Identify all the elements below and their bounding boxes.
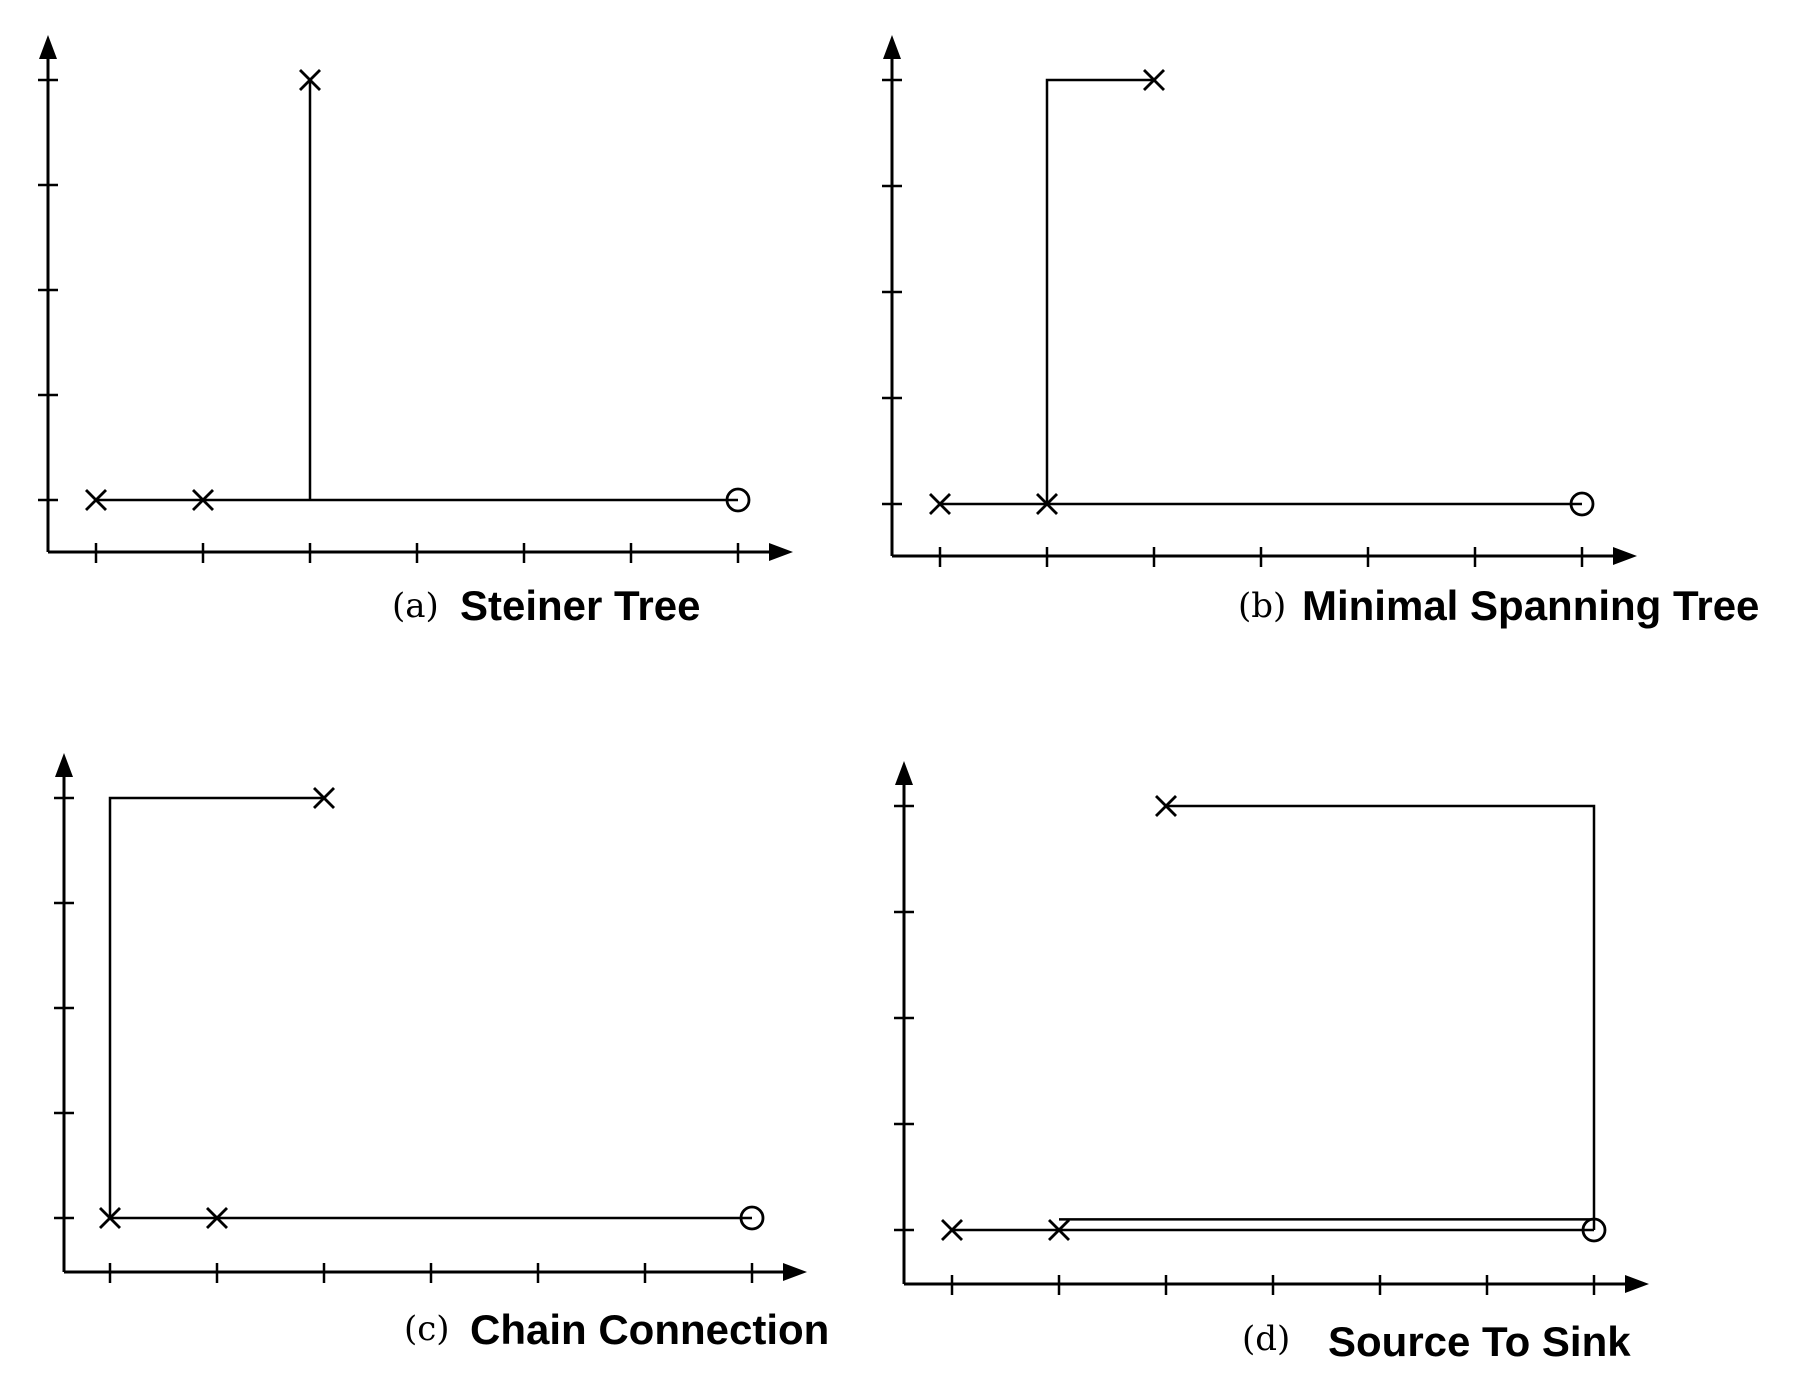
panel-d-caption-letter: (d)	[1242, 1319, 1290, 1359]
x-axis-arrowhead	[769, 543, 793, 561]
panel-a-plot	[38, 35, 793, 563]
x-axis-arrowhead	[783, 1263, 807, 1281]
panel-b-minimal-spanning-tree: (b) Minimal Spanning Tree	[882, 35, 1759, 629]
pin-marker	[313, 787, 335, 809]
pin-marker	[206, 1207, 228, 1229]
pin-marker	[1048, 1219, 1070, 1241]
pin-marker	[99, 1207, 121, 1229]
panel-b-caption-letter: (b)	[1238, 586, 1286, 626]
panel-a-caption-title: Steiner Tree	[460, 582, 700, 629]
panel-b-caption-title: Minimal Spanning Tree	[1302, 582, 1759, 629]
pin-marker	[1155, 795, 1177, 817]
pin-marker	[929, 493, 951, 515]
pin-marker	[85, 489, 107, 511]
panel-d-source-to-sink: (d) Source To Sink	[894, 761, 1649, 1365]
sink-marker	[725, 487, 751, 513]
pin-marker	[1036, 493, 1058, 515]
y-axis-arrowhead	[895, 761, 913, 785]
y-axis-arrowhead	[883, 35, 901, 59]
panel-a-caption-letter: (a)	[392, 586, 439, 626]
panel-c-chain-connection: (c) Chain Connection	[54, 753, 829, 1353]
panel-d-plot	[894, 761, 1649, 1295]
sink-marker	[1569, 491, 1595, 517]
panel-c-caption-title: Chain Connection	[470, 1306, 829, 1353]
y-axis-arrowhead	[55, 753, 73, 777]
x-axis-arrowhead	[1625, 1275, 1649, 1293]
panel-c-caption-letter: (c)	[404, 1309, 450, 1349]
x-axis-arrowhead	[1613, 547, 1637, 565]
wire-segment	[108, 796, 324, 1218]
pin-marker	[1143, 69, 1165, 91]
panel-c-plot	[54, 753, 807, 1283]
wire-segment	[1045, 78, 1154, 504]
panel-d-caption-title: Source To Sink	[1328, 1318, 1631, 1365]
y-axis-arrowhead	[39, 35, 57, 59]
pin-marker	[299, 69, 321, 91]
panel-b-plot	[882, 35, 1637, 567]
pin-marker	[192, 489, 214, 511]
panel-a-steiner-tree: (a) Steiner Tree	[38, 35, 793, 629]
sink-marker	[739, 1205, 765, 1231]
sink-marker	[1581, 1217, 1607, 1243]
pin-marker	[941, 1219, 963, 1241]
wire-segment	[1166, 804, 1596, 1230]
